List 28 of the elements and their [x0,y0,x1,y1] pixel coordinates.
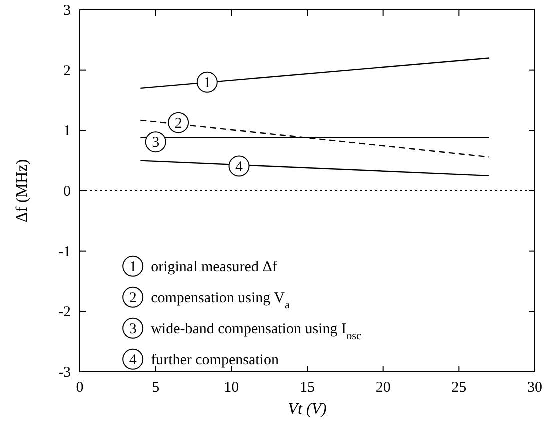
x-tick-label: 0 [76,380,84,396]
y-tick-label: 3 [64,3,71,19]
legend-label: further compensation [151,352,280,368]
text: 4 [129,352,137,368]
x-tick-label: 25 [452,380,467,396]
x-tick-label: 5 [152,380,160,396]
legend-label: original measured Δf [151,259,278,276]
x-tick-label: 10 [224,380,240,396]
annotation: 3 [152,135,160,152]
y-tick-label: -2 [58,304,71,321]
annotation: 4 [236,159,244,176]
y-axis-title: Δf (MHz) [14,159,31,223]
annotation: 2 [174,116,182,132]
x-tick-label: 20 [376,380,391,396]
y-tick-label: -3 [58,365,71,381]
x-tick-label: 15 [300,380,315,396]
text: 2 [129,290,137,306]
x-axis-title: Vt (V) [288,401,327,418]
legend-label: wide-band compensation using I$_{osc}$ [151,321,362,342]
y-tick-label: 2 [64,63,71,80]
y-tick-label: 1 [64,124,71,140]
text: 3 [129,321,137,338]
y-tick-label: 0 [64,184,71,200]
y-tick-label: -1 [58,244,71,260]
x-tick-label: 30 [528,380,542,396]
annotation: 1 [204,75,212,92]
legend-label: compensation using V$_{a}$ [151,290,290,312]
text: 1 [129,259,137,276]
